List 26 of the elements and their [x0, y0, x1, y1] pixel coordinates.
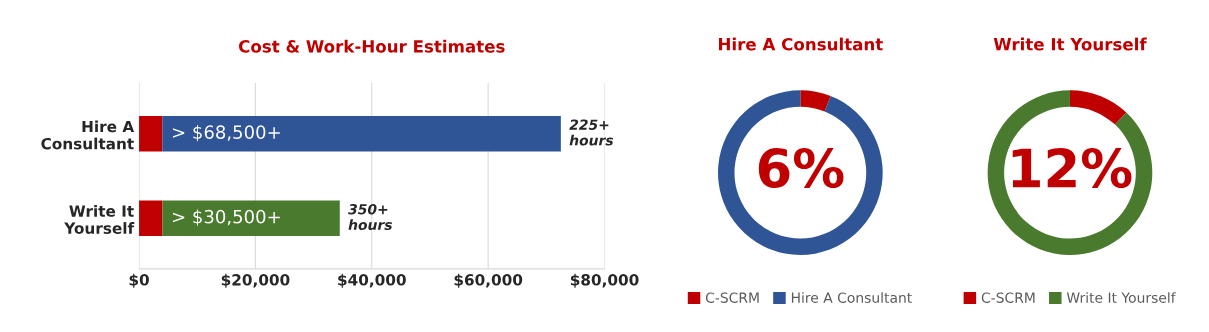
x-tick-label: $20,000 [221, 273, 290, 288]
chart-title: Hire A Consultant [719, 37, 883, 51]
legend-label: Write It Yourself [1066, 292, 1176, 303]
bar [162, 115, 561, 152]
data-label: > $68,500+ [172, 124, 280, 142]
annotation: 225+ hours [569, 119, 614, 146]
bar [139, 200, 163, 236]
legend-label: Hire A Consultant [791, 292, 912, 303]
x-tick-label: $0 [129, 273, 149, 288]
data-label: > $30,500+ [172, 209, 280, 226]
text: 12% [1012, 148, 1132, 188]
donut-slice [800, 90, 831, 112]
legend-label: C-SCRM [705, 292, 759, 303]
chart-title: Write It Yourself [993, 37, 1147, 51]
x-tick-label: $80,000 [570, 273, 639, 288]
donut-slice [987, 90, 1153, 255]
chart-title: Cost & Work-Hour Estimates [238, 39, 505, 53]
text: 6% [758, 148, 844, 188]
bar [139, 115, 163, 152]
x-tick-label: $40,000 [338, 273, 406, 288]
donut-slice [1069, 90, 1127, 125]
bar [162, 200, 340, 236]
x-tick-label: $60,000 [454, 273, 523, 288]
annotation: 350+ hours [348, 203, 393, 231]
legend-label: C-SCRM [981, 292, 1035, 303]
donut-slice [718, 90, 883, 255]
